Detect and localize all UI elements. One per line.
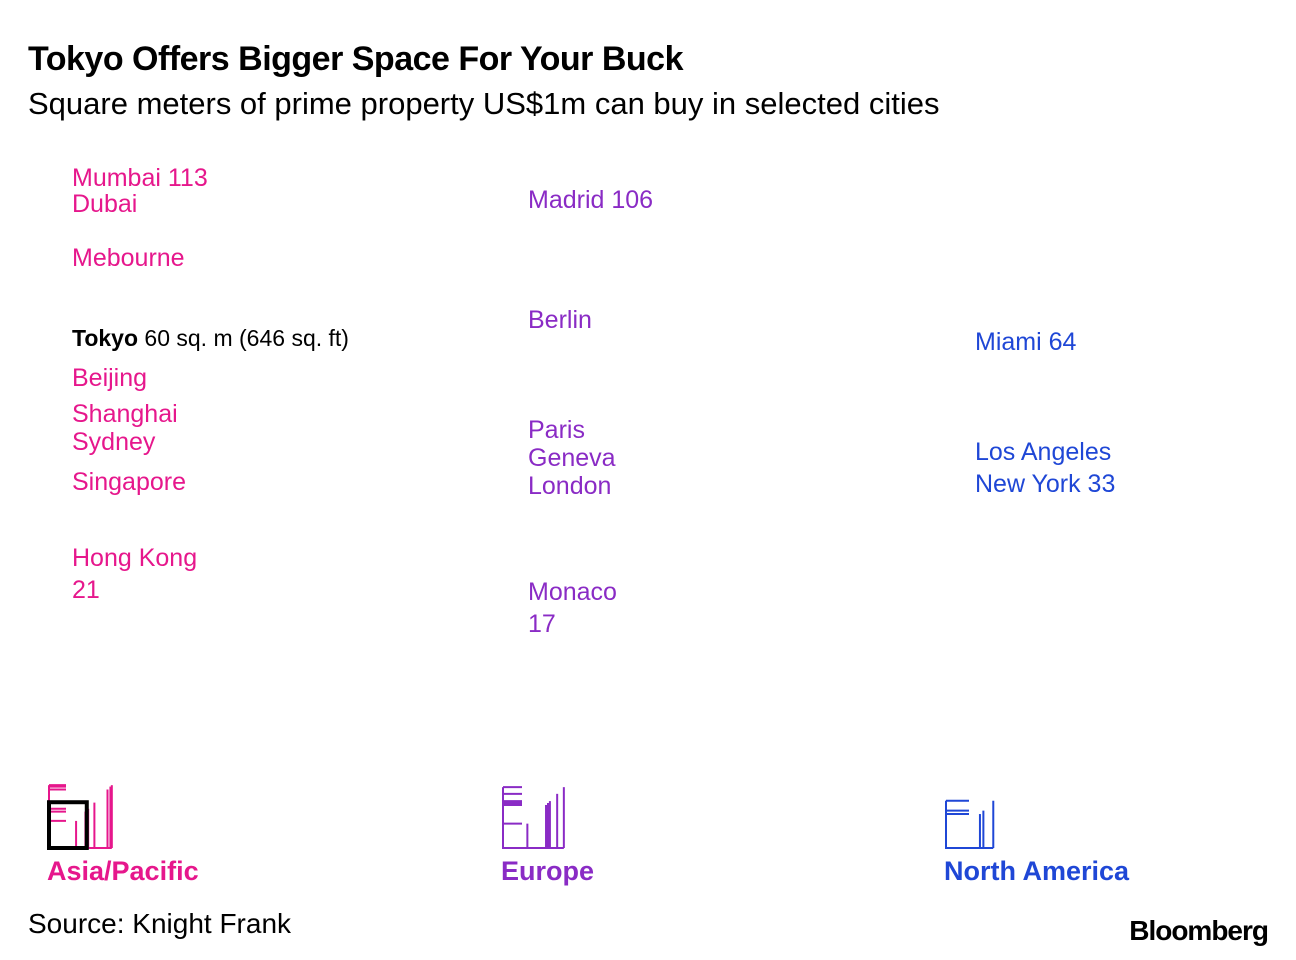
chart-subtitle: Square meters of prime property US$1m ca… bbox=[28, 86, 940, 121]
asia-pacific-group-label: Asia/Pacific bbox=[47, 856, 199, 886]
tokyo-highlight-box bbox=[47, 800, 89, 850]
asia-pacific-mebourne-label: Mebourne bbox=[72, 244, 185, 272]
north-america-new-york-33-label: New York 33 bbox=[975, 470, 1115, 498]
source-note: Source: Knight Frank bbox=[28, 908, 292, 939]
bloomberg-logo: Bloomberg bbox=[1129, 915, 1269, 946]
tokyo-highlight-label: Tokyo 60 sq. m (646 sq. ft) bbox=[72, 325, 349, 351]
europe-madrid-106-label: Madrid 106 bbox=[528, 186, 653, 214]
asia-pacific-shanghai-label: Shanghai bbox=[72, 400, 178, 428]
europe-paris-label: Paris bbox=[528, 416, 585, 444]
north-america-miami-64-label: Miami 64 bbox=[975, 328, 1077, 356]
asia-pacific-singapore-label: Singapore bbox=[72, 468, 186, 496]
north-america-los-angeles-label: Los Angeles bbox=[975, 438, 1111, 466]
north-america-group-label: North America bbox=[944, 856, 1130, 886]
asia-pacific-hong-kong-21-label: Hong Kong 21 bbox=[72, 544, 197, 604]
asia-pacific-sydney-label: Sydney bbox=[72, 428, 156, 456]
chart-title: Tokyo Offers Bigger Space For Your Buck bbox=[28, 40, 684, 78]
europe-berlin-label: Berlin bbox=[528, 306, 592, 334]
asia-pacific-mumbai-113-label: Mumbai 113 bbox=[72, 164, 208, 192]
europe-monaco-17-label: Monaco 17 bbox=[528, 578, 617, 638]
europe-london-label: London bbox=[528, 472, 611, 500]
europe-geneva-label: Geneva bbox=[528, 444, 616, 472]
asia-pacific-beijing-label: Beijing bbox=[72, 364, 147, 392]
europe-group-label: Europe bbox=[501, 856, 594, 886]
asia-pacific-dubai-label: Dubai bbox=[72, 190, 137, 218]
